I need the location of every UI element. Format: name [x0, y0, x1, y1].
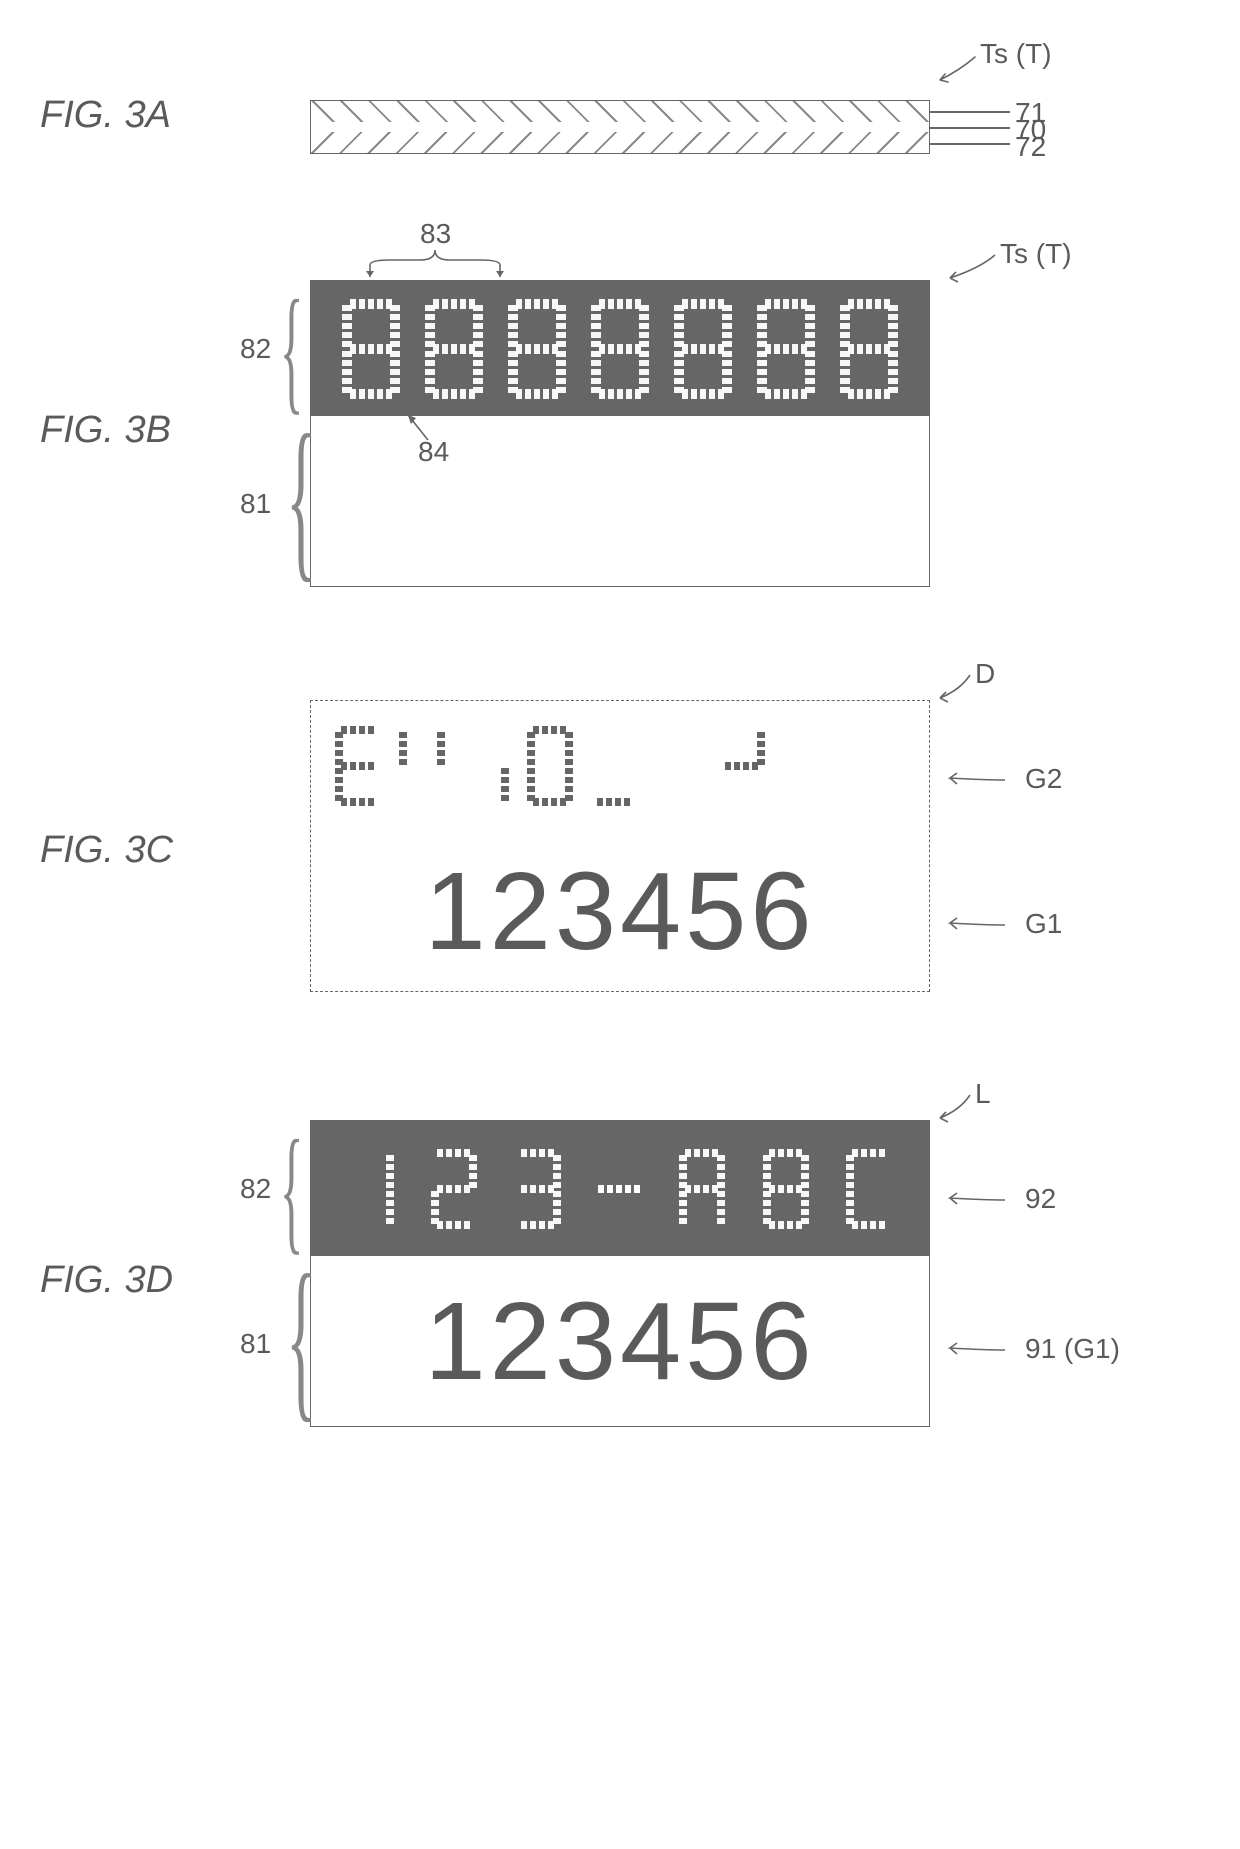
fig-3d-content: 123456 { 82 { 81 L 92 91 (G1)	[270, 1090, 1200, 1470]
callout-72: 72	[1015, 131, 1046, 163]
layer-71	[310, 100, 930, 122]
callout-91: 91 (G1)	[1025, 1333, 1120, 1365]
callout-g2: G2	[1025, 763, 1062, 795]
seven-seg-digit	[763, 1149, 809, 1229]
seven-seg-digit	[515, 1149, 561, 1229]
leader-72	[930, 143, 1010, 145]
fig-3c-content: 123456 D G2 G1	[270, 670, 1200, 1030]
big-number-3d: 123456	[424, 1278, 815, 1405]
arrow-92	[935, 1180, 1025, 1220]
fig-3d-label: FIG. 3D	[40, 1259, 270, 1302]
layer-stack	[310, 100, 930, 154]
callout-g1: G1	[1025, 908, 1062, 940]
callout-82-3d: 82	[240, 1173, 271, 1205]
arrow-l	[910, 1090, 1010, 1140]
callout-92: 92	[1025, 1183, 1056, 1215]
callout-l: L	[975, 1078, 991, 1110]
bottom-band-3c: 123456	[311, 831, 929, 991]
callout-82-3b: 82	[240, 333, 271, 365]
seven-seg-digit	[463, 726, 509, 806]
seven-seg-digit	[679, 1149, 725, 1229]
seven-seg-digit	[719, 726, 765, 806]
seven-seg-digit	[846, 1149, 892, 1229]
light-band-3d: 123456	[311, 1256, 929, 1426]
callout-ts-3b: Ts (T)	[1000, 238, 1072, 270]
fig-3d-row: FIG. 3D 123456 { 82 { 81 L 92 91 (G1)	[40, 1090, 1200, 1470]
fig-3c-label: FIG. 3C	[40, 829, 270, 872]
seven-seg-digit	[840, 299, 898, 399]
fig-3a-row: FIG. 3A 71 70 72 Ts (T)	[40, 40, 1200, 190]
arrow-91	[935, 1330, 1025, 1370]
fig-3b-row: FIG. 3B { 82 { 81 83 84 Ts (T)	[40, 250, 1200, 610]
panel-3d: 123456	[310, 1120, 930, 1427]
fig-3c-row: FIG. 3C 123456 D G2 G1	[40, 670, 1200, 1030]
layer-70	[310, 122, 930, 132]
fig-3a-content: 71 70 72 Ts (T)	[270, 70, 1200, 190]
big-number-3c: 123456	[424, 848, 815, 975]
top-band-3c	[311, 701, 929, 831]
leader-71	[930, 111, 1010, 113]
fig-3b-label: FIG. 3B	[40, 409, 270, 452]
callout-81-3d: 81	[240, 1328, 271, 1360]
leader-70	[930, 127, 1010, 129]
seven-seg-digit	[674, 299, 732, 399]
seven-seg-digit	[508, 299, 566, 399]
dark-band-3b	[311, 281, 929, 416]
layer-72	[310, 132, 930, 154]
seven-seg-digit	[425, 299, 483, 399]
callout-ts-3a: Ts (T)	[980, 38, 1052, 70]
brace-83	[350, 245, 530, 285]
seven-seg-digit	[335, 726, 381, 806]
arrow-g1	[935, 905, 1025, 945]
seven-seg-digit	[591, 299, 649, 399]
panel-3c: 123456	[310, 700, 930, 992]
seven-seg-digit	[527, 726, 573, 806]
callout-84: 84	[418, 436, 449, 468]
fig-3a-label: FIG. 3A	[40, 94, 270, 137]
callout-81-3b: 81	[240, 488, 271, 520]
seven-seg-digit	[399, 726, 445, 806]
seven-seg-digit	[591, 726, 637, 806]
seven-seg-digit	[757, 299, 815, 399]
dark-band-3d	[311, 1121, 929, 1256]
callout-83: 83	[420, 218, 451, 250]
seven-seg-digit	[655, 726, 701, 806]
callout-d: D	[975, 658, 995, 690]
seven-seg-digit	[342, 299, 400, 399]
arrow-g2	[935, 760, 1025, 800]
seven-seg-digit	[348, 1149, 394, 1229]
fig-3b-content: { 82 { 81 83 84 Ts (T)	[270, 250, 1200, 610]
seven-seg-digit	[431, 1149, 477, 1229]
dash-glyph	[598, 1185, 642, 1193]
